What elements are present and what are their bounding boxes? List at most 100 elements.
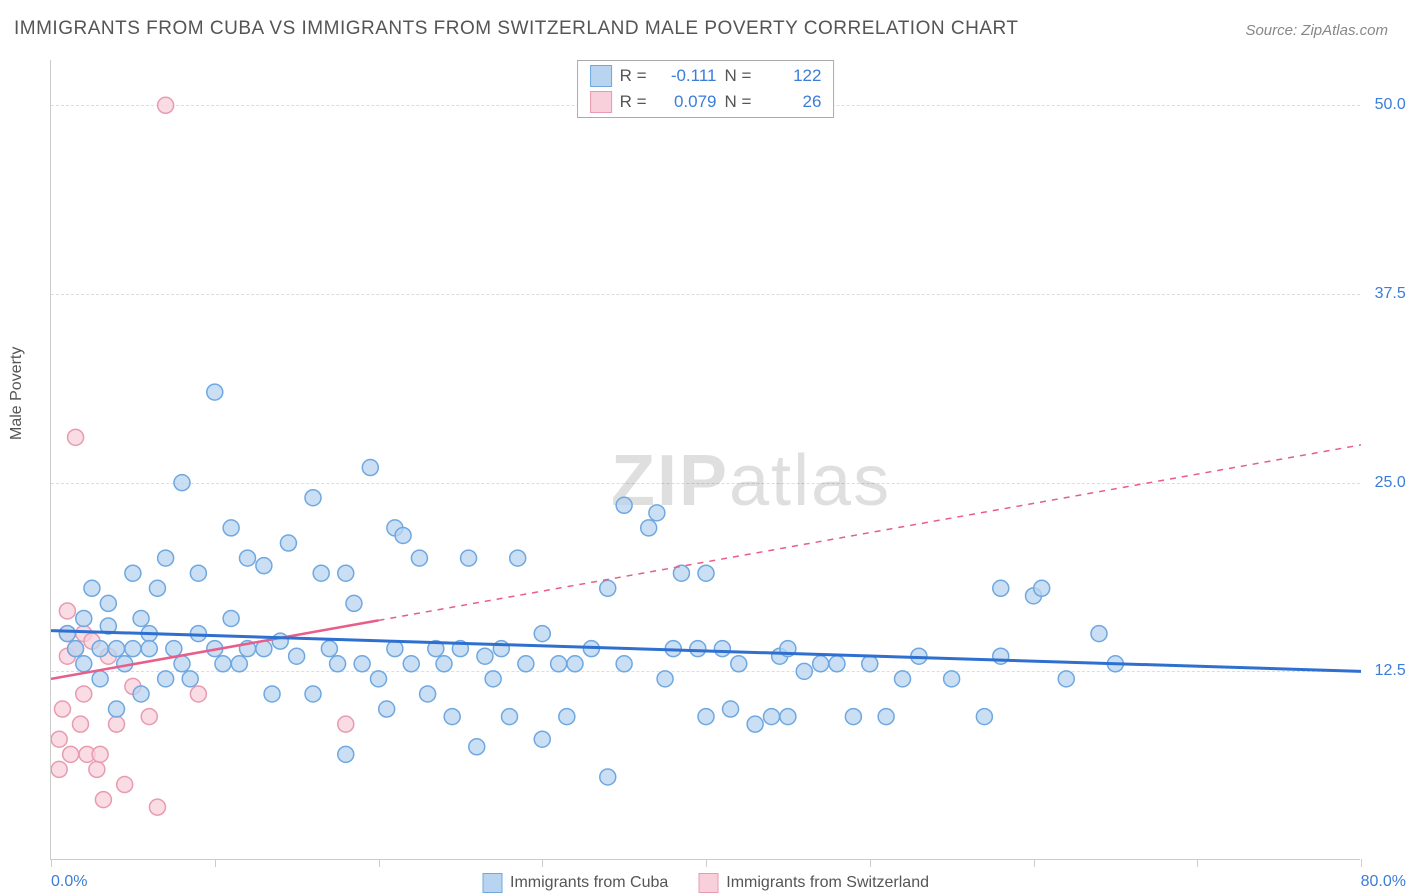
switzerland-point	[109, 716, 125, 732]
cuba-point	[256, 558, 272, 574]
cuba-point	[534, 731, 550, 747]
cuba-point	[600, 580, 616, 596]
cuba-point	[149, 580, 165, 596]
correlation-row-switzerland: R = 0.079 N = 26	[590, 89, 822, 115]
cuba-point	[313, 565, 329, 581]
cuba-point	[698, 565, 714, 581]
cuba-point	[207, 384, 223, 400]
cuba-point	[379, 701, 395, 717]
cuba-point	[346, 595, 362, 611]
corr-n-value-cuba: 122	[761, 66, 821, 86]
switzerland-point	[68, 429, 84, 445]
cuba-point	[944, 671, 960, 687]
corr-n-label-2: N =	[725, 92, 752, 112]
y-axis-label: Male Poverty	[8, 347, 26, 440]
cuba-point	[616, 656, 632, 672]
cuba-point	[338, 746, 354, 762]
cuba-point	[76, 610, 92, 626]
cuba-point	[895, 671, 911, 687]
bottom-legend: Immigrants from Cuba Immigrants from Swi…	[482, 873, 929, 893]
cuba-point	[240, 550, 256, 566]
chart-plot-area: ZIPatlas 12.5%25.0%37.5%50.0% 0.0% 80.0%…	[50, 60, 1360, 860]
cuba-point	[158, 671, 174, 687]
cuba-point	[215, 656, 231, 672]
cuba-point	[76, 656, 92, 672]
cuba-point	[780, 709, 796, 725]
switzerland-point	[92, 746, 108, 762]
corr-n-label: N =	[725, 66, 752, 86]
cuba-point	[657, 671, 673, 687]
cuba-point	[330, 656, 346, 672]
cuba-point	[362, 460, 378, 476]
x-axis-max-label: 80.0%	[1361, 873, 1406, 891]
switzerland-point	[338, 716, 354, 732]
switzerland-point	[72, 716, 88, 732]
cuba-point	[305, 490, 321, 506]
cuba-point	[567, 656, 583, 672]
switzerland-trend-dashed	[379, 445, 1362, 620]
cuba-point	[845, 709, 861, 725]
cuba-point	[133, 610, 149, 626]
cuba-point	[1091, 626, 1107, 642]
cuba-point	[813, 656, 829, 672]
switzerland-point	[95, 792, 111, 808]
cuba-point	[690, 641, 706, 657]
cuba-point	[559, 709, 575, 725]
cuba-point	[510, 550, 526, 566]
cuba-point	[223, 610, 239, 626]
cuba-point	[166, 641, 182, 657]
cuba-point	[133, 686, 149, 702]
switzerland-point	[190, 686, 206, 702]
corr-n-value-switzerland: 26	[761, 92, 821, 112]
cuba-point	[641, 520, 657, 536]
scatter-svg	[51, 60, 1361, 860]
cuba-point	[231, 656, 247, 672]
legend-swatch-switzerland	[698, 873, 718, 893]
cuba-point	[190, 565, 206, 581]
legend-item-cuba: Immigrants from Cuba	[482, 873, 668, 893]
legend-label-cuba: Immigrants from Cuba	[510, 874, 668, 891]
cuba-point	[993, 648, 1009, 664]
corr-r-label-2: R =	[620, 92, 647, 112]
cuba-point	[92, 641, 108, 657]
cuba-point	[747, 716, 763, 732]
cuba-point	[714, 641, 730, 657]
cuba-point	[338, 565, 354, 581]
cuba-point	[796, 663, 812, 679]
cuba-point	[141, 641, 157, 657]
cuba-point	[862, 656, 878, 672]
cuba-point	[993, 580, 1009, 596]
cuba-point	[551, 656, 567, 672]
cuba-point	[371, 671, 387, 687]
cuba-point	[878, 709, 894, 725]
cuba-point	[477, 648, 493, 664]
cuba-point	[1058, 671, 1074, 687]
cuba-point	[321, 641, 337, 657]
x-axis-min-label: 0.0%	[51, 873, 87, 891]
corr-swatch-cuba	[590, 65, 612, 87]
switzerland-point	[51, 761, 67, 777]
cuba-point	[158, 550, 174, 566]
corr-swatch-switzerland	[590, 91, 612, 113]
cuba-point	[829, 656, 845, 672]
corr-r-value-switzerland: 0.079	[657, 92, 717, 112]
cuba-point	[68, 641, 84, 657]
cuba-point	[976, 709, 992, 725]
switzerland-point	[89, 761, 105, 777]
switzerland-point	[51, 731, 67, 747]
cuba-point	[59, 626, 75, 642]
corr-r-value-cuba: -0.111	[657, 66, 717, 86]
cuba-point	[616, 497, 632, 513]
cuba-point	[436, 656, 452, 672]
cuba-point	[182, 671, 198, 687]
cuba-point	[272, 633, 288, 649]
correlation-legend: R = -0.111 N = 122 R = 0.079 N = 26	[577, 60, 835, 118]
cuba-point	[485, 671, 501, 687]
cuba-point	[289, 648, 305, 664]
cuba-point	[461, 550, 477, 566]
cuba-point	[420, 686, 436, 702]
cuba-point	[92, 671, 108, 687]
chart-title: IMMIGRANTS FROM CUBA VS IMMIGRANTS FROM …	[14, 18, 1018, 40]
cuba-point	[125, 565, 141, 581]
cuba-point	[174, 656, 190, 672]
